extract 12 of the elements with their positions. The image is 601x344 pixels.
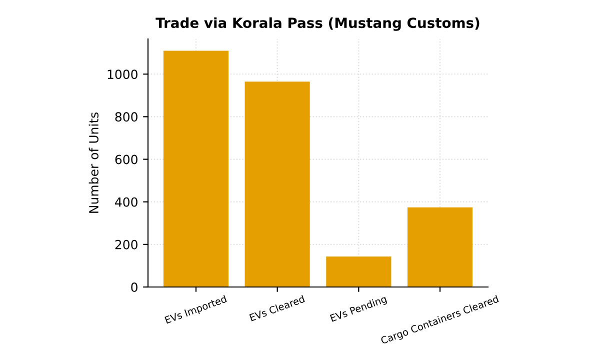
y-tick-label: 200	[115, 240, 138, 250]
chart-title: Trade via Korala Pass (Mustang Customs)	[156, 17, 480, 31]
bar	[407, 207, 473, 287]
y-tick-label: 800	[115, 112, 138, 122]
y-tick-label: 600	[115, 154, 138, 164]
bar	[244, 82, 310, 287]
y-tick-label: 0	[131, 282, 138, 292]
y-axis-title: Number of Units	[88, 112, 98, 213]
bar	[326, 256, 392, 287]
y-tick-label: 400	[115, 197, 138, 207]
y-tick-label: 1000	[108, 70, 138, 80]
bar	[163, 50, 229, 287]
